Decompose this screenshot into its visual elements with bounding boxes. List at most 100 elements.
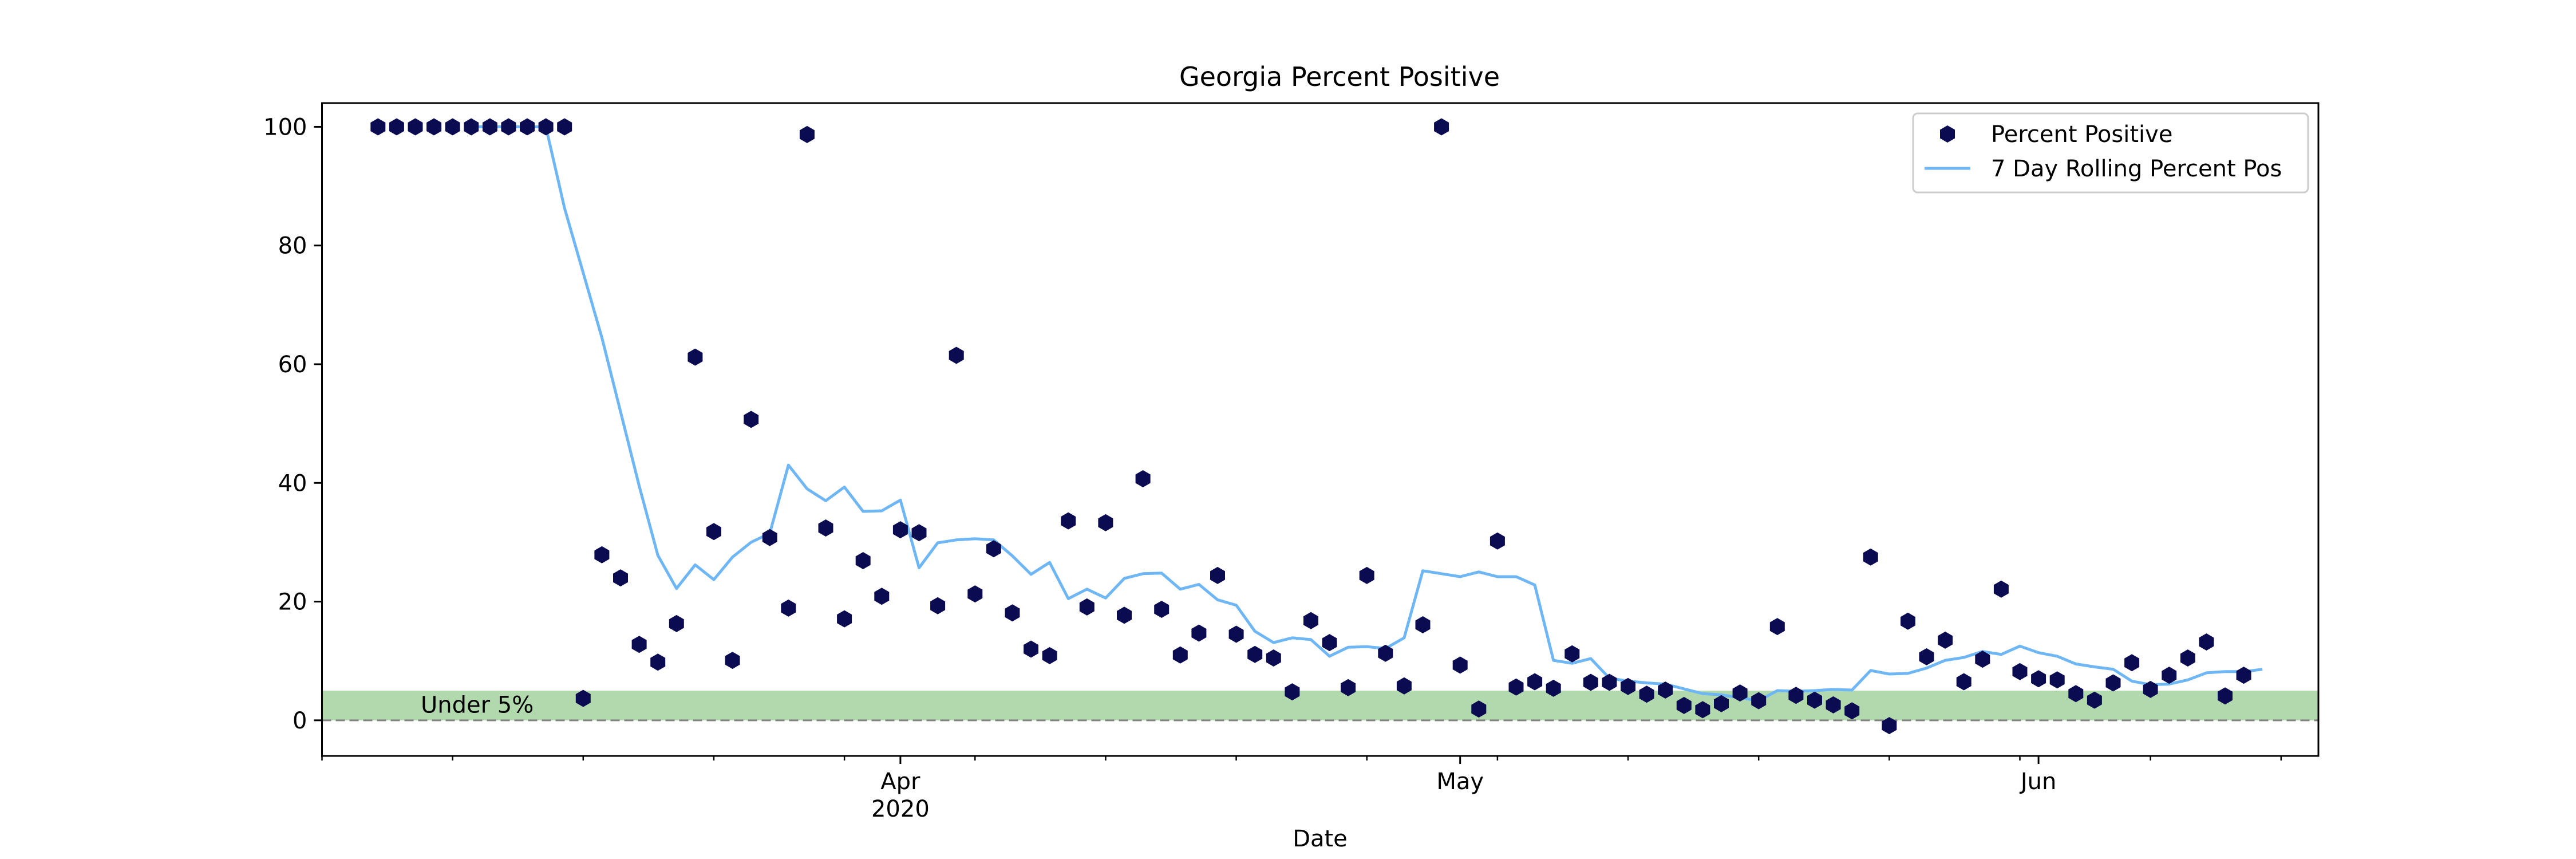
legend-label-rolling: 7 Day Rolling Percent Pos (1991, 156, 2282, 182)
data-point (520, 118, 535, 136)
data-point (1527, 673, 1543, 691)
data-point (1117, 606, 1132, 624)
data-point (1938, 631, 1953, 649)
data-point (1732, 684, 1748, 702)
data-point (1042, 647, 1057, 664)
legend-box (1912, 112, 2309, 194)
data-point (408, 118, 423, 136)
data-point (911, 524, 927, 542)
data-point (1378, 644, 1393, 662)
data-point (2143, 680, 2158, 698)
data-point (1322, 634, 1337, 652)
data-point (1005, 604, 1020, 622)
data-point (613, 569, 628, 587)
data-point (1228, 625, 1244, 643)
data-point (2236, 667, 2251, 684)
y-tick-label: 20 (278, 589, 307, 616)
legend-scatter-marker (1940, 125, 1955, 143)
data-point (482, 118, 497, 136)
data-point (1564, 645, 1580, 663)
data-point (1826, 696, 1841, 714)
y-tick-label: 100 (263, 114, 307, 140)
data-point (1434, 118, 1449, 136)
data-point (1172, 646, 1188, 664)
data-point (575, 689, 591, 707)
data-point (669, 614, 684, 632)
legend: Percent Positive 7 Day Rolling Percent P… (1912, 112, 2309, 194)
data-point (1024, 640, 1038, 658)
data-point (930, 597, 946, 614)
data-point (1844, 702, 1860, 720)
data-point (1247, 645, 1263, 663)
data-point (1769, 618, 1785, 636)
y-tick-label: 60 (278, 352, 307, 378)
y-tick-label: 0 (293, 708, 307, 734)
data-point (1359, 566, 1374, 584)
data-point (1919, 648, 1934, 665)
data-point (1639, 685, 1654, 703)
data-point (1788, 687, 1804, 704)
data-point (1191, 624, 1207, 642)
data-point (1583, 673, 1598, 691)
data-point (2218, 687, 2233, 705)
data-point (1602, 673, 1617, 691)
band-label: Under 5% (421, 692, 534, 718)
data-point (1621, 677, 1635, 695)
data-point (1751, 692, 1767, 710)
data-point (501, 118, 516, 136)
data-point (1415, 616, 1431, 633)
data-point (1975, 651, 1990, 668)
data-point (986, 540, 1001, 558)
plot-area-frame (321, 102, 2320, 757)
under-5-band (322, 691, 2318, 720)
y-tick-label: 40 (278, 470, 307, 497)
data-point (1471, 700, 1487, 718)
data-point (1956, 673, 1971, 691)
data-point (967, 585, 983, 603)
y-tick-label: 80 (278, 233, 307, 259)
data-point (1490, 532, 1505, 550)
x-tick-label: Jun (2019, 769, 2057, 795)
data-point (1676, 696, 1692, 714)
data-point (1079, 598, 1095, 616)
data-point (1396, 677, 1412, 695)
scatter-points-layer (370, 118, 2251, 735)
data-point (1695, 701, 1710, 719)
data-point (799, 125, 815, 143)
data-point (538, 118, 554, 136)
data-point (2087, 691, 2102, 709)
data-point (1452, 656, 1468, 674)
data-point (2124, 654, 2140, 672)
data-point (949, 346, 964, 364)
data-point (744, 411, 759, 428)
data-point (892, 521, 908, 539)
x-axis-label: Date (1293, 826, 1348, 852)
data-point (631, 636, 647, 653)
data-point (1546, 679, 1561, 697)
data-point (464, 118, 479, 136)
x-tick-label: May (1436, 769, 1484, 795)
data-point (837, 610, 852, 628)
data-point (2031, 670, 2046, 688)
data-point (1993, 580, 2009, 598)
data-point (1098, 514, 1113, 531)
band-layer: Under 5% (322, 691, 2318, 722)
data-point (1061, 512, 1076, 530)
data-point (855, 552, 871, 569)
data-point (2068, 685, 2084, 703)
data-point (1266, 649, 1281, 667)
data-point (389, 118, 404, 136)
data-point (818, 519, 833, 537)
data-point (1863, 548, 1878, 566)
data-point (1285, 683, 1300, 701)
data-point (2162, 667, 2177, 684)
chart-title: Georgia Percent Positive (1179, 61, 1500, 92)
data-point (1658, 681, 1673, 699)
data-point (650, 653, 666, 671)
data-point (1154, 601, 1170, 618)
data-point (2012, 663, 2028, 680)
data-point (1508, 678, 1524, 696)
data-point (426, 118, 442, 136)
